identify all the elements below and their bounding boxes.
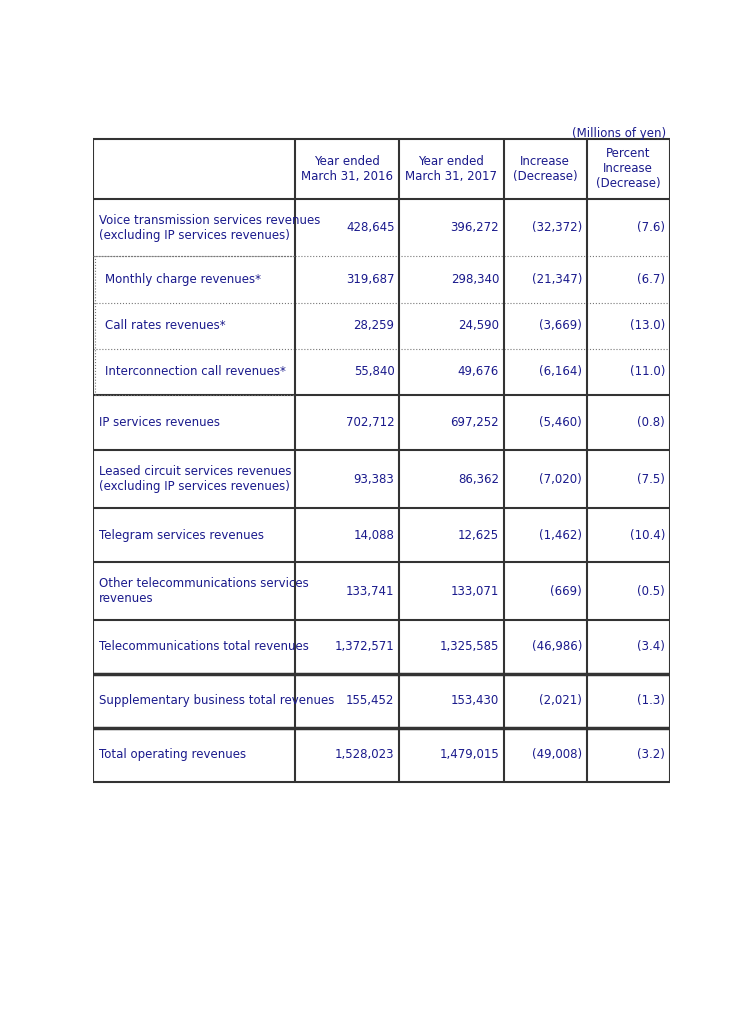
Text: 1,372,571: 1,372,571 <box>335 641 394 653</box>
Text: 55,840: 55,840 <box>353 366 394 379</box>
Text: (Millions of yen): (Millions of yen) <box>571 127 666 140</box>
Text: (6,164): (6,164) <box>539 366 582 379</box>
Text: IP services revenues: IP services revenues <box>99 416 220 429</box>
Text: 14,088: 14,088 <box>353 529 394 541</box>
Text: 702,712: 702,712 <box>346 416 394 429</box>
Text: Supplementary business total revenues: Supplementary business total revenues <box>99 694 335 708</box>
Text: (46,986): (46,986) <box>532 641 582 653</box>
Text: 697,252: 697,252 <box>450 416 499 429</box>
Text: 133,741: 133,741 <box>346 584 394 598</box>
Text: (6.7): (6.7) <box>637 273 665 287</box>
Text: 1,479,015: 1,479,015 <box>440 748 499 761</box>
Text: Year ended
March 31, 2016: Year ended March 31, 2016 <box>301 155 393 183</box>
Text: (5,460): (5,460) <box>539 416 582 429</box>
Text: (3.4): (3.4) <box>637 641 665 653</box>
Text: 93,383: 93,383 <box>353 472 394 486</box>
Text: 28,259: 28,259 <box>353 319 394 333</box>
Text: (3,669): (3,669) <box>539 319 582 333</box>
Text: Telegram services revenues: Telegram services revenues <box>99 529 264 541</box>
Text: Voice transmission services revenues
(excluding IP services revenues): Voice transmission services revenues (ex… <box>99 214 321 241</box>
Text: Increase
(Decrease): Increase (Decrease) <box>513 155 577 183</box>
Text: (0.5): (0.5) <box>637 584 665 598</box>
Text: (21,347): (21,347) <box>532 273 582 287</box>
Text: (49,008): (49,008) <box>532 748 582 761</box>
Text: (7.5): (7.5) <box>637 472 665 486</box>
Text: Leased circuit services revenues
(excluding IP services revenues): Leased circuit services revenues (exclud… <box>99 465 292 493</box>
Text: 12,625: 12,625 <box>458 529 499 541</box>
Text: 319,687: 319,687 <box>346 273 394 287</box>
Text: Call rates revenues*: Call rates revenues* <box>106 319 226 333</box>
Text: Monthly charge revenues*: Monthly charge revenues* <box>106 273 261 287</box>
Text: (11.0): (11.0) <box>629 366 665 379</box>
Text: Percent
Increase
(Decrease): Percent Increase (Decrease) <box>596 147 661 190</box>
Text: Total operating revenues: Total operating revenues <box>99 748 246 761</box>
Text: (7,020): (7,020) <box>539 472 582 486</box>
Text: (10.4): (10.4) <box>629 529 665 541</box>
Text: 49,676: 49,676 <box>458 366 499 379</box>
Text: (32,372): (32,372) <box>532 221 582 234</box>
Text: 155,452: 155,452 <box>346 694 394 708</box>
Text: Year ended
March 31, 2017: Year ended March 31, 2017 <box>405 155 498 183</box>
Text: (669): (669) <box>551 584 582 598</box>
Text: 153,430: 153,430 <box>451 694 499 708</box>
Text: (1,462): (1,462) <box>539 529 582 541</box>
Text: 1,325,585: 1,325,585 <box>440 641 499 653</box>
Text: Other telecommunications services
revenues: Other telecommunications services revenu… <box>99 577 309 605</box>
Text: Telecommunications total revenues: Telecommunications total revenues <box>99 641 309 653</box>
Text: 298,340: 298,340 <box>451 273 499 287</box>
Text: (7.6): (7.6) <box>637 221 665 234</box>
Text: (13.0): (13.0) <box>629 319 665 333</box>
Text: 86,362: 86,362 <box>458 472 499 486</box>
Text: 24,590: 24,590 <box>458 319 499 333</box>
Text: Interconnection call revenues*: Interconnection call revenues* <box>106 366 286 379</box>
Text: (0.8): (0.8) <box>637 416 665 429</box>
Text: 1,528,023: 1,528,023 <box>335 748 394 761</box>
Text: (2,021): (2,021) <box>539 694 582 708</box>
Text: (1.3): (1.3) <box>637 694 665 708</box>
Text: 396,272: 396,272 <box>450 221 499 234</box>
Text: 428,645: 428,645 <box>346 221 394 234</box>
Text: (3.2): (3.2) <box>637 748 665 761</box>
Text: 133,071: 133,071 <box>451 584 499 598</box>
